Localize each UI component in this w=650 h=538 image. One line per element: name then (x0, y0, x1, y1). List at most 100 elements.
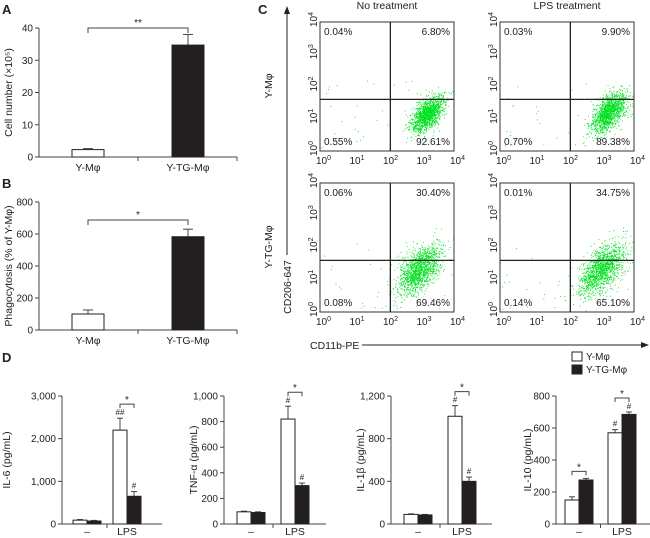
scatter-point (394, 270, 396, 271)
scatter-point (418, 260, 420, 262)
scatter-point (423, 109, 425, 111)
scatter-point (606, 97, 608, 99)
scatter-point (354, 116, 356, 118)
scatter-point (615, 107, 617, 109)
scatter-point (396, 289, 398, 291)
scatter-point (618, 104, 619, 106)
quadrant-lower-right: 92.61% (416, 137, 450, 148)
scatter-point (423, 253, 425, 255)
scatter-point (417, 253, 419, 255)
scatter-point (409, 262, 411, 263)
scatter-point (605, 111, 607, 112)
scatter-point (426, 127, 427, 129)
scatter-point (616, 113, 618, 115)
scatter-point (417, 243, 418, 245)
scatter-point (414, 294, 415, 295)
scatter-point (415, 286, 417, 288)
scatter-point (584, 119, 586, 120)
scatter-point (449, 258, 451, 260)
scatter-point (443, 95, 445, 96)
scatter-point (376, 119, 378, 121)
scatter-point (430, 252, 432, 254)
scatter-point (435, 273, 437, 275)
scatter-point (601, 137, 603, 138)
scatter-point (601, 276, 603, 278)
scatter-point (426, 112, 428, 114)
tick-exponent: 2 (574, 155, 578, 162)
scatter-point (603, 127, 605, 129)
scatter-point (624, 97, 626, 99)
scatter-point (607, 118, 609, 119)
scatter-point (407, 284, 409, 286)
scatter-point (413, 273, 415, 275)
scatter-point (400, 278, 402, 280)
scatter-point (426, 124, 428, 126)
scatter-point (439, 273, 441, 275)
scatter-point (412, 279, 414, 281)
scatter-point (395, 301, 397, 303)
scatter-point (438, 93, 439, 95)
scatter-point (630, 105, 631, 107)
scatter-point (423, 108, 425, 110)
tick-exponent: 3 (488, 44, 495, 48)
y-tick-label: 800 (16, 198, 33, 209)
scatter-point (447, 97, 449, 99)
scatter-point (429, 273, 431, 274)
scatter-point (425, 120, 427, 121)
scatter-point (437, 97, 439, 99)
scatter-point (406, 253, 408, 255)
scatter-point (412, 273, 414, 275)
scatter-point (433, 114, 434, 116)
y-tick-label: 104 (308, 12, 320, 27)
scatter-point (423, 107, 425, 109)
scatter-point (595, 123, 597, 125)
scatter-point (443, 270, 444, 272)
scatter-point (421, 281, 422, 282)
scatter-point (420, 270, 422, 272)
tick-base: 10 (530, 156, 542, 167)
scatter-point (602, 132, 604, 133)
scatter-point (411, 266, 413, 268)
scatter-point (393, 294, 395, 295)
scatter-point (600, 110, 601, 112)
scatter-point (425, 261, 427, 262)
scatter-point (444, 250, 446, 252)
scatter-point (407, 264, 408, 265)
scatter-point (604, 116, 605, 118)
scatter-point (416, 267, 418, 269)
scatter-point (436, 104, 437, 105)
scatter-point (404, 129, 406, 131)
scatter-point (435, 228, 437, 230)
scatter-point (404, 292, 406, 294)
scatter-point (430, 113, 432, 115)
scatter-point (423, 111, 425, 113)
scatter-point (609, 283, 611, 285)
scatter-point (602, 112, 603, 113)
scatter-point (429, 105, 430, 106)
scatter-point (424, 115, 426, 116)
scatter-point (424, 114, 426, 116)
scatter-point (609, 110, 611, 112)
scatter-point (610, 108, 612, 110)
scatter-point (619, 88, 621, 90)
scatter-point (585, 276, 586, 278)
scatter-point (419, 278, 421, 280)
scatter-point (416, 127, 418, 129)
scatter-point (609, 106, 610, 107)
scatter-point (415, 272, 417, 273)
scatter-point (417, 280, 418, 282)
scatter-point (367, 249, 369, 251)
scatter-point (405, 272, 407, 274)
scatter-point (420, 127, 422, 129)
scatter-point (438, 110, 440, 112)
scatter-point (422, 111, 424, 112)
scatter-point (437, 269, 439, 270)
scatter-point (443, 114, 445, 116)
scatter-point (585, 83, 587, 85)
scatter-point (434, 114, 436, 115)
scatter-point (422, 275, 424, 277)
scatter-point (413, 134, 415, 136)
scatter-point (419, 277, 421, 278)
scatter-point (593, 270, 595, 272)
scatter-point (413, 272, 415, 274)
